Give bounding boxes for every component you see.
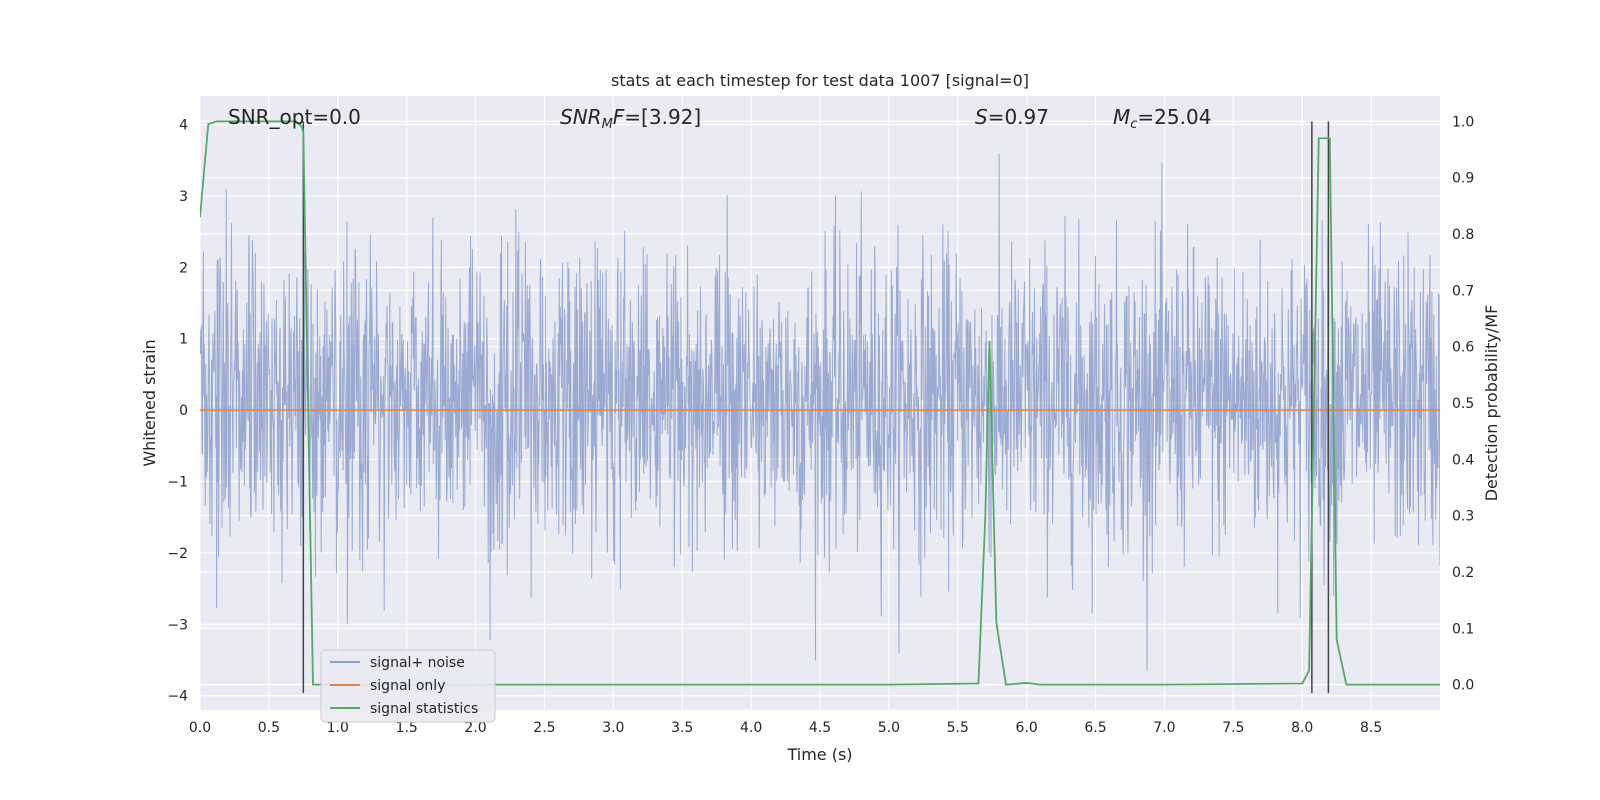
left-y-tick-label: 2 [179,260,188,276]
left-y-gridlines [200,123,1440,697]
right-y-tick-labels: 0.0 0.1 0.2 0.3 0.4 0.5 0.6 0.7 0.8 0.9 1.0 [1452,114,1474,693]
x-tick-label: 8.5 [1360,720,1382,736]
left-y-tick-label: −2 [167,546,188,562]
annotation-mc-value: =25.04 [1137,105,1211,129]
right-y-tick-label: 0.1 [1452,621,1474,637]
x-tick-label: 7.0 [1153,720,1175,736]
left-y-tick-label: 1 [179,332,188,348]
right-y-tick-label: 0.3 [1452,509,1474,525]
x-tick-label: 1.5 [396,720,418,736]
signal-statistics-series [200,120,1440,686]
annotation-s: S=0.97 [975,105,1049,129]
legend-label-signal-only: signal only [370,678,445,694]
x-tick-label: 0.0 [189,720,211,736]
x-tick-label: 6.5 [1084,720,1106,736]
x-tick-label: 5.5 [947,720,969,736]
annotation-s-value: =0.97 [988,105,1049,129]
right-y-tick-label: 0.9 [1452,171,1474,187]
x-tick-label: 5.0 [878,720,900,736]
x-tick-label: 8.0 [1291,720,1313,736]
annotation-snr-mf: SNRMF=[3.92] [560,105,701,132]
chart-title: stats at each timestep for test data 100… [611,71,1029,90]
right-y-tick-label: 0.8 [1452,227,1474,243]
x-tick-label: 3.0 [602,720,624,736]
x-tick-label: 0.5 [258,720,280,736]
left-y-tick-label: −1 [167,475,188,491]
legend-label-noise: signal+ noise [370,655,465,671]
left-y-tick-label: −4 [167,689,188,705]
x-tick-label: 1.0 [327,720,349,736]
left-y-tick-label: 4 [179,118,188,134]
right-y-tick-label: 0.0 [1452,678,1474,694]
right-y-tick-label: 1.0 [1452,114,1474,130]
legend: signal+ noise signal only signal statist… [320,649,496,723]
annotation-snr-mf-value: =[3.92] [624,105,701,129]
right-y-tick-label: 0.2 [1452,565,1474,581]
x-tick-label: 2.0 [464,720,486,736]
right-y-tick-label: 0.7 [1452,283,1474,299]
x-tick-label: 7.5 [1222,720,1244,736]
right-y-tick-label: 0.4 [1452,452,1474,468]
x-tick-label: 6.0 [1016,720,1038,736]
legend-label-statistics: signal statistics [370,701,478,717]
x-tick-label: 4.5 [809,720,831,736]
legend-box [320,649,496,723]
left-y-tick-label: −3 [167,617,188,633]
left-y-tick-label: 3 [179,189,188,205]
annotation-mc: Mc=25.04 [1113,105,1211,132]
x-tick-label: 2.5 [533,720,555,736]
left-y-tick-labels: −4 −3 −2 −1 0 1 2 3 4 [167,118,188,705]
right-y-axis-label: Detection probability/MF [1482,305,1501,502]
annotation-snr-opt: SNR_opt=0.0 [228,105,361,129]
x-tick-labels: 0.0 0.5 1.0 1.5 2.0 2.5 3.0 3.5 4.0 4.5 5.0 5.5 6.0 6… [189,720,1382,736]
x-axis-label: Time (s) [786,745,852,764]
left-y-axis-label: Whitened strain [140,339,159,466]
x-tick-label: 4.0 [740,720,762,736]
right-y-tick-label: 0.6 [1452,340,1474,356]
right-y-tick-label: 0.5 [1452,396,1474,412]
vertical-markers [302,121,1330,694]
x-tick-label: 3.5 [671,720,693,736]
left-y-tick-label: 0 [179,403,188,419]
signal-plus-noise-series [200,153,1440,671]
